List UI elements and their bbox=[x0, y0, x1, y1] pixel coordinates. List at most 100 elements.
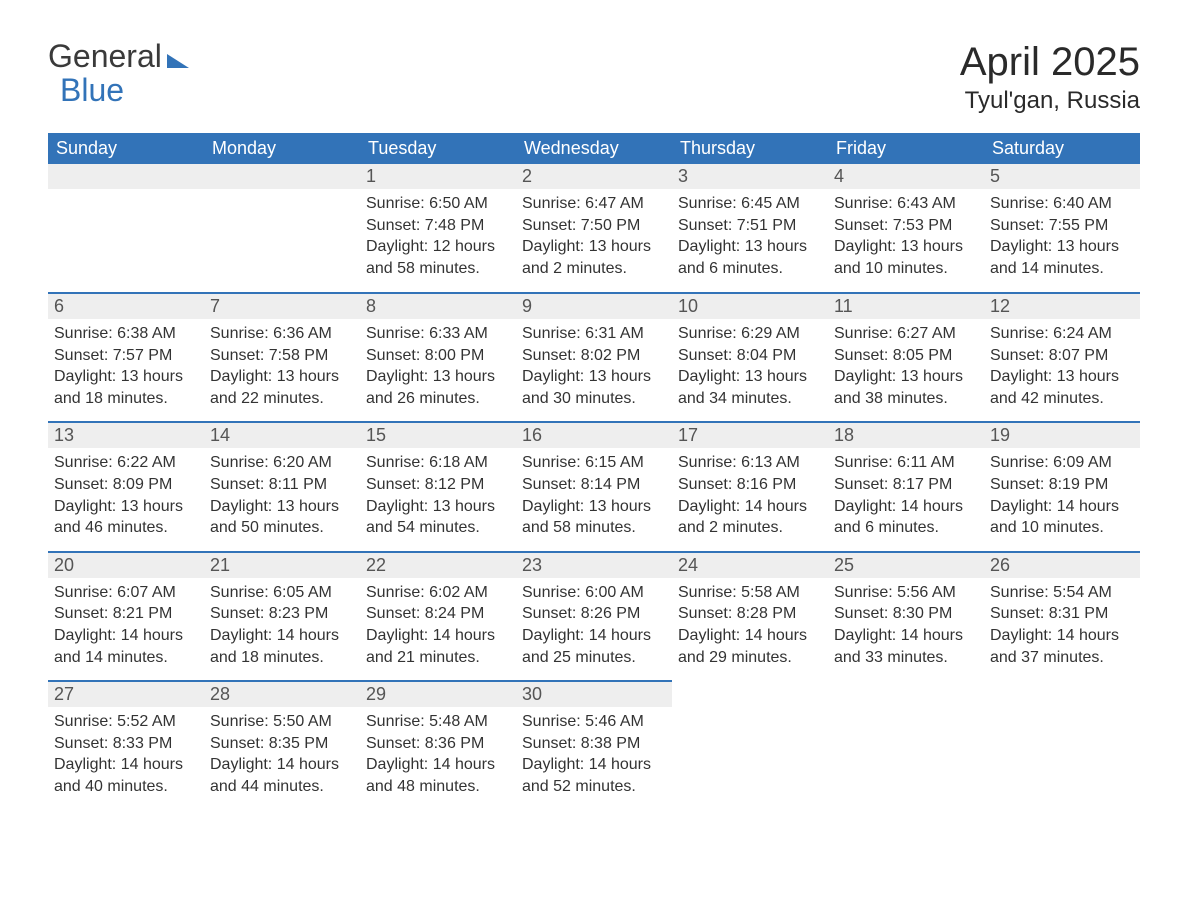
day-number: . bbox=[828, 680, 984, 705]
day-number: 2 bbox=[516, 164, 672, 189]
sunrise-text: Sunrise: 5:58 AM bbox=[678, 582, 822, 604]
day-number: 26 bbox=[984, 551, 1140, 578]
daylight-text: Daylight: 14 hours and 10 minutes. bbox=[990, 496, 1134, 539]
day-data: Sunrise: 6:09 AMSunset: 8:19 PMDaylight:… bbox=[984, 448, 1140, 538]
day-data: Sunrise: 6:50 AMSunset: 7:48 PMDaylight:… bbox=[360, 189, 516, 279]
daylight-text: Daylight: 13 hours and 46 minutes. bbox=[54, 496, 198, 539]
daylight-text: Daylight: 13 hours and 54 minutes. bbox=[366, 496, 510, 539]
sunset-text: Sunset: 8:21 PM bbox=[54, 603, 198, 625]
daylight-text: Daylight: 14 hours and 18 minutes. bbox=[210, 625, 354, 668]
day-number: 1 bbox=[360, 164, 516, 189]
sunset-text: Sunset: 7:55 PM bbox=[990, 215, 1134, 237]
sunrise-text: Sunrise: 6:36 AM bbox=[210, 323, 354, 345]
day-data: Sunrise: 5:50 AMSunset: 8:35 PMDaylight:… bbox=[204, 707, 360, 797]
day-number: 17 bbox=[672, 421, 828, 448]
sunset-text: Sunset: 8:31 PM bbox=[990, 603, 1134, 625]
daylight-text: Daylight: 13 hours and 34 minutes. bbox=[678, 366, 822, 409]
day-cell: 16Sunrise: 6:15 AMSunset: 8:14 PMDayligh… bbox=[516, 421, 672, 550]
day-number: 6 bbox=[48, 292, 204, 319]
day-number: 22 bbox=[360, 551, 516, 578]
day-number: 7 bbox=[204, 292, 360, 319]
day-data: Sunrise: 6:15 AMSunset: 8:14 PMDaylight:… bbox=[516, 448, 672, 538]
day-cell: 23Sunrise: 6:00 AMSunset: 8:26 PMDayligh… bbox=[516, 551, 672, 680]
day-cell: 24Sunrise: 5:58 AMSunset: 8:28 PMDayligh… bbox=[672, 551, 828, 680]
day-number: 10 bbox=[672, 292, 828, 319]
logo-word1: General bbox=[48, 40, 162, 74]
day-number: 12 bbox=[984, 292, 1140, 319]
day-cell: 10 Sunrise: 6:29 AMSunset: 8:04 PMDayligh… bbox=[672, 292, 828, 421]
day-data: Sunrise: 6:40 AMSunset: 7:55 PMDaylight:… bbox=[984, 189, 1140, 279]
day-cell: 26Sunrise: 5:54 AMSunset: 8:31 PMDayligh… bbox=[984, 551, 1140, 680]
sunset-text: Sunset: 8:09 PM bbox=[54, 474, 198, 496]
daylight-text: Daylight: 14 hours and 29 minutes. bbox=[678, 625, 822, 668]
sunset-text: Sunset: 8:24 PM bbox=[366, 603, 510, 625]
day-cell: . bbox=[672, 680, 828, 809]
day-number: 24 bbox=[672, 551, 828, 578]
day-cell: 20Sunrise: 6:07 AMSunset: 8:21 PMDayligh… bbox=[48, 551, 204, 680]
day-data: Sunrise: 5:54 AMSunset: 8:31 PMDaylight:… bbox=[984, 578, 1140, 668]
sunrise-text: Sunrise: 6:27 AM bbox=[834, 323, 978, 345]
sunset-text: Sunset: 8:33 PM bbox=[54, 733, 198, 755]
daylight-text: Daylight: 13 hours and 10 minutes. bbox=[834, 236, 978, 279]
daylight-text: Daylight: 13 hours and 18 minutes. bbox=[54, 366, 198, 409]
day-cell: 12Sunrise: 6:24 AMSunset: 8:07 PMDayligh… bbox=[984, 292, 1140, 421]
sunset-text: Sunset: 8:23 PM bbox=[210, 603, 354, 625]
sunset-text: Sunset: 8:05 PM bbox=[834, 345, 978, 367]
day-cell: . bbox=[48, 164, 204, 292]
sunrise-text: Sunrise: 6:15 AM bbox=[522, 452, 666, 474]
day-number: 5 bbox=[984, 164, 1140, 189]
day-header: Friday bbox=[828, 133, 984, 164]
day-number: 28 bbox=[204, 680, 360, 707]
day-cell: 11Sunrise: 6:27 AMSunset: 8:05 PMDayligh… bbox=[828, 292, 984, 421]
day-number: 14 bbox=[204, 421, 360, 448]
day-number: . bbox=[48, 164, 204, 189]
day-number: 9 bbox=[516, 292, 672, 319]
day-cell: 25Sunrise: 5:56 AMSunset: 8:30 PMDayligh… bbox=[828, 551, 984, 680]
sunset-text: Sunset: 8:16 PM bbox=[678, 474, 822, 496]
day-cell: 5Sunrise: 6:40 AMSunset: 7:55 PMDaylight… bbox=[984, 164, 1140, 292]
day-data: Sunrise: 6:38 AMSunset: 7:57 PMDaylight:… bbox=[48, 319, 204, 409]
day-cell: 30Sunrise: 5:46 AMSunset: 8:38 PMDayligh… bbox=[516, 680, 672, 809]
sunset-text: Sunset: 8:04 PM bbox=[678, 345, 822, 367]
sunrise-text: Sunrise: 6:22 AM bbox=[54, 452, 198, 474]
day-cell: 6Sunrise: 6:38 AMSunset: 7:57 PMDaylight… bbox=[48, 292, 204, 421]
day-number: 16 bbox=[516, 421, 672, 448]
day-data: Sunrise: 6:20 AMSunset: 8:11 PMDaylight:… bbox=[204, 448, 360, 538]
sunrise-text: Sunrise: 6:00 AM bbox=[522, 582, 666, 604]
day-number: . bbox=[204, 164, 360, 189]
day-data: Sunrise: 6:36 AMSunset: 7:58 PMDaylight:… bbox=[204, 319, 360, 409]
sunset-text: Sunset: 8:19 PM bbox=[990, 474, 1134, 496]
sunrise-text: Sunrise: 6:31 AM bbox=[522, 323, 666, 345]
day-number: 4 bbox=[828, 164, 984, 189]
header: General Blue April 2025 Tyul'gan, Russia bbox=[48, 40, 1140, 115]
sunrise-text: Sunrise: 6:29 AM bbox=[678, 323, 822, 345]
sunrise-text: Sunrise: 5:52 AM bbox=[54, 711, 198, 733]
logo-triangle-icon bbox=[167, 54, 189, 68]
day-number: 3 bbox=[672, 164, 828, 189]
day-cell: 21Sunrise: 6:05 AMSunset: 8:23 PMDayligh… bbox=[204, 551, 360, 680]
day-number: . bbox=[672, 680, 828, 705]
day-cell: 29Sunrise: 5:48 AMSunset: 8:36 PMDayligh… bbox=[360, 680, 516, 809]
sunrise-text: Sunrise: 6:09 AM bbox=[990, 452, 1134, 474]
day-number: . bbox=[984, 680, 1140, 705]
sunset-text: Sunset: 8:26 PM bbox=[522, 603, 666, 625]
day-cell: 22Sunrise: 6:02 AMSunset: 8:24 PMDayligh… bbox=[360, 551, 516, 680]
sunrise-text: Sunrise: 6:13 AM bbox=[678, 452, 822, 474]
day-number: 27 bbox=[48, 680, 204, 707]
sunset-text: Sunset: 8:07 PM bbox=[990, 345, 1134, 367]
day-cell: 18Sunrise: 6:11 AMSunset: 8:17 PMDayligh… bbox=[828, 421, 984, 550]
daylight-text: Daylight: 13 hours and 42 minutes. bbox=[990, 366, 1134, 409]
logo: General Blue bbox=[48, 40, 189, 107]
day-header: Tuesday bbox=[360, 133, 516, 164]
sunset-text: Sunset: 7:53 PM bbox=[834, 215, 978, 237]
day-data: Sunrise: 6:33 AMSunset: 8:00 PMDaylight:… bbox=[360, 319, 516, 409]
day-data: Sunrise: 6:07 AMSunset: 8:21 PMDaylight:… bbox=[48, 578, 204, 668]
sunrise-text: Sunrise: 6:07 AM bbox=[54, 582, 198, 604]
day-data: Sunrise: 5:58 AMSunset: 8:28 PMDaylight:… bbox=[672, 578, 828, 668]
daylight-text: Daylight: 13 hours and 2 minutes. bbox=[522, 236, 666, 279]
sunrise-text: Sunrise: 5:56 AM bbox=[834, 582, 978, 604]
sunrise-text: Sunrise: 6:38 AM bbox=[54, 323, 198, 345]
day-cell: 3Sunrise: 6:45 AMSunset: 7:51 PMDaylight… bbox=[672, 164, 828, 292]
sunrise-text: Sunrise: 6:11 AM bbox=[834, 452, 978, 474]
sunset-text: Sunset: 7:48 PM bbox=[366, 215, 510, 237]
